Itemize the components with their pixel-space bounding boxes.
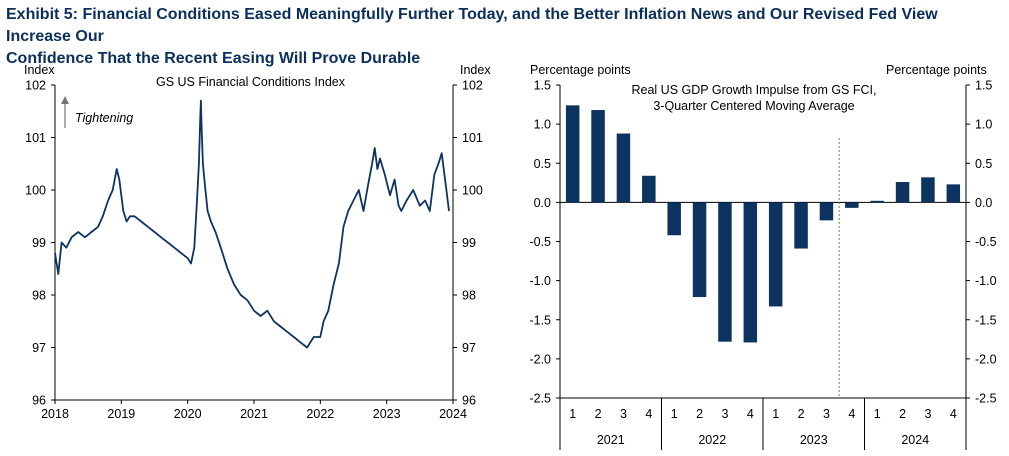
fci-x-tick-label: 2020 [174, 407, 202, 421]
gdp-bar [870, 200, 884, 203]
gdp-right-tick-label: 1.0 [975, 118, 992, 132]
gdp-left-tick-label: 0.0 [534, 196, 551, 210]
gdp-quarter-label: 2 [595, 407, 602, 421]
fci-chart-title: GS US Financial Conditions Index [156, 75, 346, 89]
gdp-bar [895, 182, 910, 203]
gdp-quarter-label: 4 [645, 407, 652, 421]
gdp-left-tick-label: 1.5 [534, 79, 551, 93]
fci-x-tick-label: 2018 [41, 407, 69, 421]
fci-right-tick-label: 96 [462, 394, 476, 408]
fci-x-tick-label: 2023 [373, 407, 401, 421]
fci-right-tick-label: 97 [462, 341, 476, 355]
gdp-right-tick-label: -2.5 [975, 392, 997, 406]
gdp-year-label: 2024 [901, 433, 929, 447]
fci-left-tick-label: 100 [25, 184, 46, 198]
gdp-bar [642, 175, 656, 203]
gdp-bar [946, 184, 961, 203]
fci-left-tick-label: 102 [25, 79, 46, 93]
gdp-bar [718, 202, 732, 342]
gdp-left-tick-label: -2.0 [529, 352, 551, 366]
fci-right-tick-label: 102 [462, 79, 483, 93]
gdp-left-tick-label: 1.0 [534, 118, 551, 132]
gdp-bar [819, 202, 834, 221]
gdp-left-axis-label: Percentage points [530, 63, 631, 77]
gdp-quarter-label: 3 [924, 407, 931, 421]
gdp-bar [921, 177, 935, 203]
gdp-year-label: 2023 [800, 433, 828, 447]
gdp-quarter-label: 4 [950, 407, 957, 421]
gdp-right-tick-label: 0.5 [975, 157, 992, 171]
gdp-quarter-label: 4 [848, 407, 855, 421]
gdp-right-tick-label: -0.5 [975, 235, 997, 249]
gdp-left-tick-label: -1.0 [529, 274, 551, 288]
gdp-year-label: 2022 [698, 433, 726, 447]
exhibit-title: Exhibit 5: Financial Conditions Eased Me… [6, 4, 1006, 70]
gdp-quarter-label: 1 [772, 407, 779, 421]
fci-right-tick-label: 100 [462, 184, 483, 198]
gdp-right-axis-label: Percentage points [886, 63, 987, 77]
tightening-annotation: Tightening [75, 111, 133, 125]
gdp-quarter-label: 4 [747, 407, 754, 421]
fci-left-tick-label: 97 [32, 341, 46, 355]
fci-right-tick-label: 98 [462, 289, 476, 303]
fci-left-tick-label: 101 [25, 131, 46, 145]
gdp-bar [591, 110, 605, 203]
gdp-quarter-label: 3 [721, 407, 728, 421]
fci-x-tick-label: 2024 [439, 407, 467, 421]
gdp-bar [794, 202, 808, 249]
gdp-bar [743, 202, 758, 343]
gdp-quarter-label: 2 [899, 407, 906, 421]
gdp-right-tick-label: 1.5 [975, 79, 992, 93]
gdp-year-label: 2021 [597, 433, 625, 447]
fci-left-axis-label: Index [24, 63, 55, 77]
gdp-left-tick-label: -2.5 [529, 392, 551, 406]
gdp-right-tick-label: 0.0 [975, 196, 992, 210]
fci-series-line [54, 99, 450, 349]
exhibit-title-line-2: Confidence That the Recent Easing Will P… [6, 50, 421, 67]
fci-x-tick-label: 2019 [107, 407, 135, 421]
gdp-chart-title-line-1: Real US GDP Growth Impulse from GS FCI, [632, 83, 877, 97]
gdp-bar [692, 202, 707, 298]
up-arrow-icon [61, 96, 69, 128]
gdp-quarter-label: 3 [823, 407, 830, 421]
gdp-left-tick-label: -1.5 [529, 313, 551, 327]
fci-left-tick-label: 96 [32, 394, 46, 408]
gdp-quarter-label: 1 [569, 407, 576, 421]
gdp-quarter-label: 2 [798, 407, 805, 421]
gdp-left-tick-label: -0.5 [529, 235, 551, 249]
fci-right-tick-label: 101 [462, 131, 483, 145]
fci-x-tick-label: 2022 [306, 407, 334, 421]
fci-left-tick-label: 99 [32, 236, 46, 250]
fci-right-axis-label: Index [460, 63, 491, 77]
gdp-quarter-label: 3 [620, 407, 627, 421]
gdp-bar [768, 202, 783, 307]
gdp-right-tick-label: -2.0 [975, 352, 997, 366]
gdp-bar [845, 202, 859, 208]
exhibit-title-line-1: Exhibit 5: Financial Conditions Eased Me… [6, 6, 938, 45]
gdp-chart-title-line-2: 3-Quarter Centered Moving Average [653, 99, 854, 113]
gdp-bar [667, 202, 681, 236]
gdp-quarter-label: 1 [874, 407, 881, 421]
gdp-right-tick-label: -1.5 [975, 313, 997, 327]
fci-left-tick-label: 98 [32, 289, 46, 303]
fci-right-tick-label: 99 [462, 236, 476, 250]
gdp-left-tick-label: 0.5 [534, 157, 551, 171]
fci-x-tick-label: 2021 [240, 407, 268, 421]
gdp-bar [565, 105, 580, 203]
gdp-right-tick-label: -1.0 [975, 274, 997, 288]
gdp-bar [616, 133, 631, 203]
gdp-quarter-label: 1 [671, 407, 678, 421]
gdp-quarter-label: 2 [696, 407, 703, 421]
